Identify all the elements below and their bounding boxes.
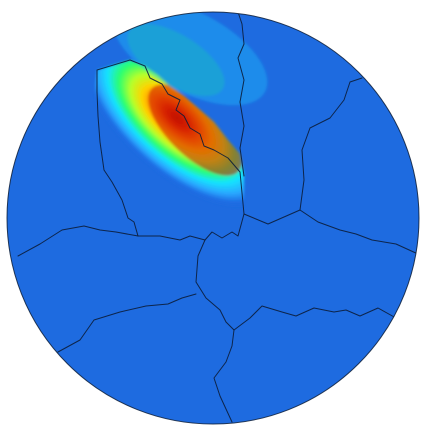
- disk-outline: [6, 11, 420, 425]
- boundary-central-vertical: [195, 239, 235, 331]
- boundary-lower-right: [233, 305, 397, 331]
- boundary-left-mid: [17, 225, 139, 257]
- hotspot-layer: [95, 12, 268, 209]
- boundary-lower-left: [57, 293, 197, 353]
- boundary-lower-center: [213, 329, 235, 423]
- boundary-north-vertical: [237, 12, 245, 177]
- boundary-central-left: [96, 59, 245, 241]
- boundary-right-lower: [299, 209, 419, 255]
- boundary-right-arm: [243, 77, 363, 225]
- region-boundaries: [17, 12, 419, 423]
